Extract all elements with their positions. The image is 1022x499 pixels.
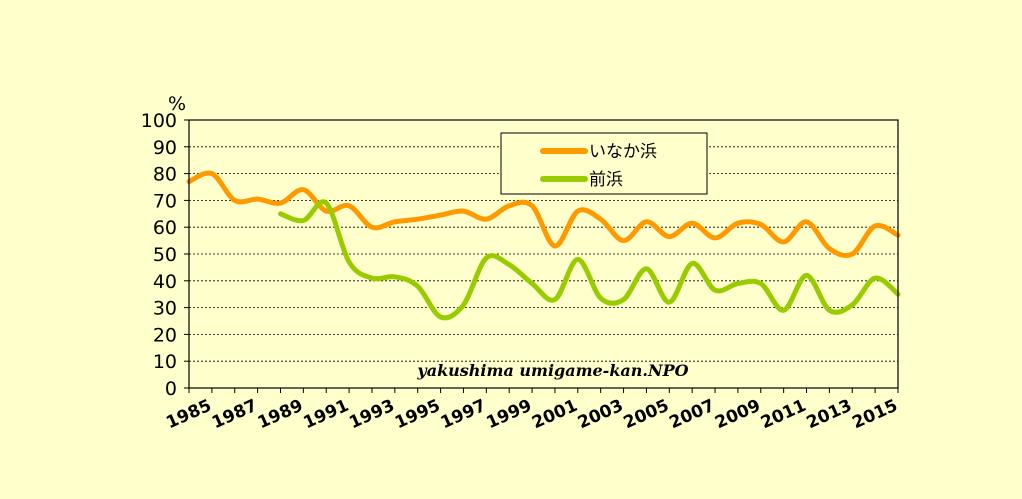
x-tick-label: 2011 — [758, 396, 809, 434]
y-tick-label: 60 — [153, 217, 177, 239]
legend-label: 前浜 — [589, 170, 623, 190]
legend-label: いなか浜 — [589, 142, 657, 162]
x-tick-label: 1999 — [483, 396, 534, 434]
y-axis-ticks: 0 10 20 30 40 50 60 70 80 90 100 — [141, 110, 189, 400]
x-tick-label: 2007 — [666, 396, 717, 434]
y-tick-label: 30 — [153, 298, 177, 320]
x-tick-label: 1993 — [346, 396, 397, 434]
x-tick-label: 1987 — [209, 396, 260, 434]
x-tick-label: 1997 — [438, 396, 489, 434]
series-line-2 — [278, 199, 901, 321]
x-tick-label: 1991 — [301, 396, 352, 434]
series-lines — [186, 170, 901, 321]
y-tick-label: 90 — [153, 137, 177, 159]
y-tick-label: 40 — [153, 271, 177, 293]
y-tick-label: 50 — [153, 244, 177, 266]
legend-box — [500, 132, 708, 195]
y-tick-label: 70 — [153, 190, 177, 212]
y-tick-label: 80 — [153, 164, 177, 186]
y-tick-label: 10 — [153, 351, 177, 373]
x-tick-label: 2005 — [621, 396, 672, 434]
x-axis-ticks: 1985198719891991199319951997199920012003… — [163, 388, 901, 433]
y-axis-unit-label: % — [168, 93, 186, 115]
x-tick-label: 2003 — [575, 396, 626, 434]
x-tick-label: 2015 — [849, 396, 900, 434]
x-tick-label: 2013 — [804, 396, 855, 434]
x-tick-label: 1985 — [163, 396, 214, 434]
credit-text: yakushima umigame-kan.NPO — [416, 361, 688, 380]
x-tick-label: 2001 — [529, 396, 580, 434]
y-tick-label: 20 — [153, 324, 177, 346]
x-tick-label: 1989 — [255, 396, 306, 434]
x-tick-label: 1995 — [392, 396, 443, 434]
y-tick-label: 0 — [165, 378, 177, 400]
x-tick-label: 2009 — [712, 396, 763, 434]
y-tick-label: 100 — [141, 110, 177, 132]
series-line-1 — [186, 170, 901, 259]
